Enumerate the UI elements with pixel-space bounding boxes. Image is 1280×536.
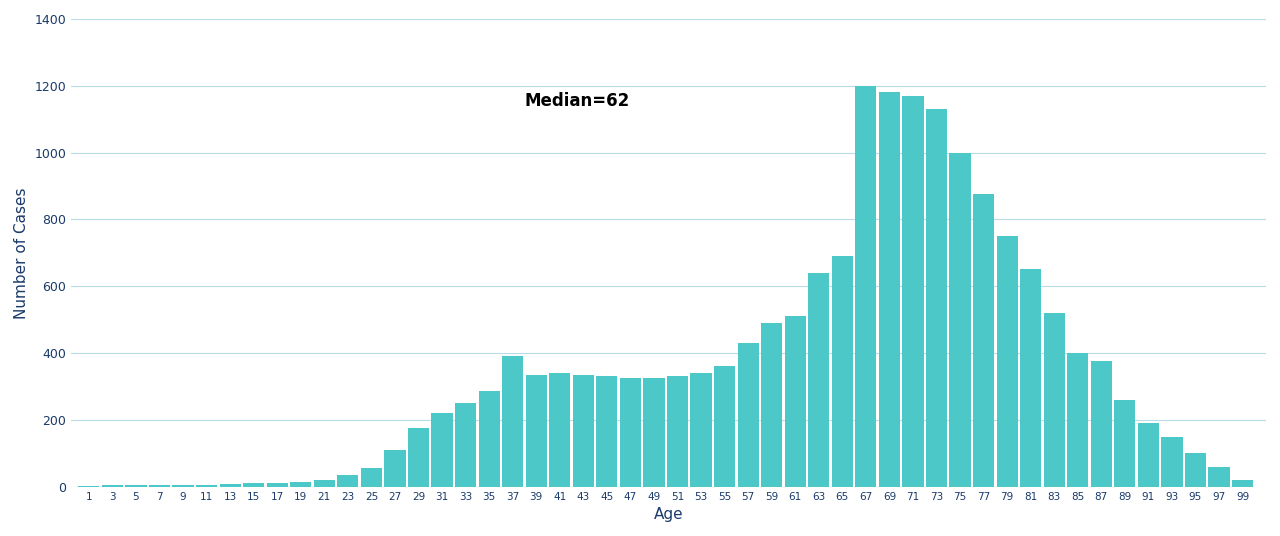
Bar: [1043, 313, 1065, 487]
Bar: [997, 236, 1018, 487]
Bar: [737, 343, 759, 487]
Bar: [690, 373, 712, 487]
Bar: [314, 480, 335, 487]
Bar: [1185, 453, 1206, 487]
Bar: [855, 86, 877, 487]
Bar: [125, 486, 146, 487]
Bar: [1208, 467, 1230, 487]
Bar: [1115, 400, 1135, 487]
Bar: [1161, 437, 1183, 487]
Bar: [879, 92, 900, 487]
Bar: [479, 391, 499, 487]
Bar: [902, 96, 924, 487]
Bar: [620, 378, 641, 487]
Bar: [762, 323, 782, 487]
X-axis label: Age: Age: [654, 507, 684, 522]
Bar: [502, 356, 524, 487]
Bar: [644, 378, 664, 487]
Bar: [78, 486, 100, 487]
Bar: [572, 375, 594, 487]
Bar: [1138, 423, 1158, 487]
Bar: [173, 485, 193, 487]
Bar: [102, 485, 123, 487]
Text: Median=62: Median=62: [525, 92, 630, 110]
Bar: [243, 483, 264, 487]
Bar: [384, 450, 406, 487]
Bar: [950, 153, 970, 487]
Bar: [291, 482, 311, 487]
Bar: [1068, 353, 1088, 487]
Bar: [925, 109, 947, 487]
Bar: [596, 376, 617, 487]
Bar: [361, 468, 381, 487]
Y-axis label: Number of Cases: Number of Cases: [14, 187, 29, 318]
Bar: [714, 367, 735, 487]
Bar: [219, 484, 241, 487]
Bar: [431, 413, 453, 487]
Bar: [408, 428, 429, 487]
Bar: [832, 256, 852, 487]
Bar: [1231, 480, 1253, 487]
Bar: [454, 403, 476, 487]
Bar: [1091, 361, 1112, 487]
Bar: [667, 376, 689, 487]
Bar: [526, 375, 547, 487]
Bar: [785, 316, 806, 487]
Bar: [808, 273, 829, 487]
Bar: [337, 475, 358, 487]
Bar: [148, 485, 170, 487]
Bar: [1020, 270, 1041, 487]
Bar: [266, 483, 288, 487]
Bar: [973, 195, 995, 487]
Bar: [196, 485, 218, 487]
Bar: [549, 373, 571, 487]
